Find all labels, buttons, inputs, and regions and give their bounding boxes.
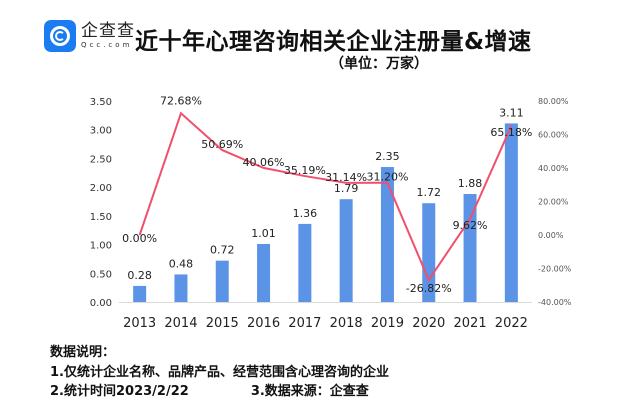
bar-label: 0.48 (169, 257, 194, 270)
growth-label: 72.68% (160, 94, 202, 107)
notes-line2a: 2.统计时间2023/2/22 (50, 384, 189, 399)
right-axis-tick: 40.00% (538, 164, 569, 173)
x-axis-tick: 2020 (412, 316, 445, 331)
growth-label: 65.18% (490, 126, 532, 139)
bar (463, 194, 477, 302)
logo-name: 企查查 (81, 21, 135, 41)
x-axis-tick: 2013 (123, 316, 156, 331)
bar-label: 1.88 (458, 177, 483, 190)
bar (174, 274, 188, 302)
bar (257, 243, 271, 302)
x-axis-tick: 2014 (164, 316, 197, 331)
right-axis-tick: 60.00% (538, 131, 569, 140)
left-axis-tick: 1.50 (90, 212, 112, 223)
growth-label: 31.20% (366, 171, 408, 184)
logo-domain: Qcc.com (81, 41, 133, 49)
bar-label: 1.01 (251, 227, 276, 240)
growth-label: -26.82% (406, 282, 452, 295)
bar-label: 0.28 (127, 269, 152, 282)
notes-line2b: 3.数据来源：企查查 (250, 384, 369, 399)
left-axis-tick: 3.50 (90, 97, 112, 108)
x-axis-tick: 2018 (330, 316, 363, 331)
x-axis-tick: 2016 (247, 316, 280, 331)
right-axis-tick: 80.00% (538, 97, 569, 106)
growth-label: 50.69% (201, 138, 243, 151)
right-axis-tick: 0.00% (538, 231, 564, 240)
growth-label: 0.00% (122, 232, 157, 245)
growth-line (138, 111, 513, 283)
bar-label: 3.11 (499, 106, 524, 119)
left-axis-tick: 2.00 (90, 183, 112, 194)
x-axis-tick: 2015 (206, 316, 239, 331)
bar-label: 1.79 (334, 182, 359, 195)
left-axis-tick: 1.00 (90, 241, 112, 252)
chart-subtitle: （单位：万家） (330, 56, 428, 72)
right-axis-tick: 20.00% (538, 198, 569, 207)
right-axis-tick: -20.00% (538, 265, 572, 274)
right-axis-tick: -40.00% (538, 298, 572, 307)
bar-label: 1.72 (417, 186, 442, 199)
x-axis-tick: 2021 (454, 316, 487, 331)
left-axis-tick: 0.50 (90, 269, 112, 280)
bar-label: 0.72 (210, 244, 235, 257)
growth-label: 35.19% (284, 164, 326, 177)
bar (298, 223, 312, 302)
bar (380, 167, 394, 302)
left-axis-tick: 0.00 (90, 298, 112, 309)
notes-line1: 1.仅统计企业名称、品牌产品、经营范围含心理咨询的企业 (50, 364, 389, 380)
x-axis-tick: 2019 (371, 316, 404, 331)
bar (215, 260, 229, 302)
qcc-logo-icon (44, 20, 76, 52)
bar (504, 123, 518, 302)
growth-label: 31.14% (325, 171, 367, 184)
bar-label: 1.36 (293, 207, 318, 220)
growth-label: 40.06% (243, 156, 285, 169)
left-axis-tick: 3.00 (90, 126, 112, 137)
bar-label: 2.35 (375, 150, 400, 163)
notes-heading: 数据说明： (50, 345, 116, 360)
chart-title: 近十年心理咨询相关企业注册量&增速 (135, 29, 532, 55)
qcc-logo: 企查查 Qcc.com (44, 20, 135, 52)
left-axis-tick: 2.50 (90, 154, 112, 165)
bar (133, 285, 147, 302)
bar (339, 199, 353, 302)
notes: 数据说明： 1.仅统计企业名称、品牌产品、经营范围含心理咨询的企业 2.统计时间… (50, 343, 389, 402)
bar (422, 203, 436, 302)
x-axis-tick: 2017 (288, 316, 321, 331)
x-axis-tick: 2022 (495, 316, 528, 331)
growth-label: 9.62% (453, 219, 488, 232)
